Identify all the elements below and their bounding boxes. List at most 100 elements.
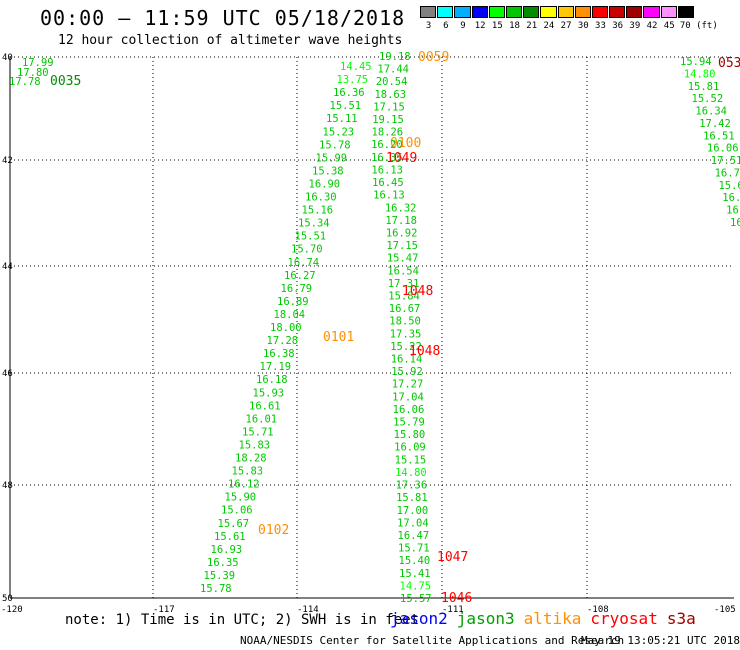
- wave-height-label: 15.92: [391, 366, 423, 378]
- color-swatch: [471, 6, 488, 18]
- color-swatch: [574, 6, 591, 18]
- footer-timestamp: May 19 13:05:21 UTC 2018: [581, 634, 740, 647]
- wave-height-label: 17.78: [9, 76, 41, 88]
- color-swatch: [437, 6, 454, 18]
- satellite-legend-entry: jason2: [390, 609, 448, 628]
- wave-height-label: 17.04: [397, 517, 429, 529]
- wave-height-label: 14.75: [400, 580, 432, 592]
- wave-height-label: 15.6: [718, 180, 740, 192]
- time-label: 0059: [418, 50, 449, 65]
- time-label: 0101: [323, 330, 354, 345]
- wave-height-label: 15.79: [393, 417, 425, 429]
- wave-height-label: 16.13: [371, 164, 403, 176]
- wave-height-label: 16: [730, 217, 740, 229]
- wave-height-label: 16.92: [386, 227, 418, 239]
- time-label: 0102: [258, 523, 289, 538]
- wave-height-label: 17.15: [373, 101, 405, 113]
- lon-tick-label: -105: [714, 605, 736, 615]
- satellite-legend-entry: altika: [523, 609, 582, 628]
- wave-height-label: 17.19: [260, 361, 292, 373]
- wave-height-label: 16.35: [371, 152, 403, 164]
- color-scale-label: 9: [460, 21, 466, 31]
- wave-height-label: 15.06: [221, 505, 253, 517]
- wave-height-label: 15.81: [688, 81, 720, 93]
- wave-height-label: 15.39: [204, 570, 236, 582]
- color-scale-bar: [420, 6, 695, 18]
- wave-height-label: 15.67: [218, 518, 250, 530]
- wave-height-label: 15.83: [232, 466, 264, 478]
- wave-height-label: 18.04: [274, 309, 306, 321]
- wave-height-label: 16.7: [715, 167, 740, 179]
- time-label: 1047: [437, 550, 468, 565]
- wave-height-label: 15.11: [326, 113, 358, 125]
- wave-height-label: 15.78: [200, 583, 232, 595]
- lon-tick-label: -117: [153, 605, 175, 615]
- wave-height-label: 17.31: [388, 278, 420, 290]
- wave-height-label: 16.27: [284, 270, 316, 282]
- wave-height-label: 18.28: [235, 453, 267, 465]
- wave-height-label: 16.47: [398, 530, 430, 542]
- color-scale-label: 39: [629, 21, 641, 31]
- color-swatch: [540, 6, 557, 18]
- color-swatch: [420, 6, 437, 18]
- wave-height-label: 14.80: [684, 68, 716, 80]
- wave-height-label: 15.16: [302, 205, 334, 217]
- color-scale-label: 30: [577, 21, 589, 31]
- wave-height-label: 16.20: [371, 139, 403, 151]
- wave-height-label: 15.80: [394, 429, 426, 441]
- wave-height-label: 17.28: [267, 335, 299, 347]
- wave-height-label: 15.47: [387, 253, 419, 265]
- wave-height-label: 16.74: [288, 257, 320, 269]
- wave-height-label: 16.09: [394, 442, 426, 454]
- map-frame: [9, 57, 734, 599]
- wave-height-label: 15.81: [396, 492, 428, 504]
- color-scale-label: 24: [543, 21, 555, 31]
- wave-height-label: 16.90: [309, 178, 341, 190]
- satellite-legend-entry: jason3: [456, 609, 515, 628]
- wave-height-label: 15.84: [388, 290, 420, 302]
- color-scale-label: 70 (ft): [679, 21, 718, 31]
- lat-tick-label: 44: [2, 262, 13, 272]
- lon-tick-label: -108: [587, 605, 609, 615]
- wave-height-label: 15.22: [390, 341, 422, 353]
- wave-height-label: 16.93: [211, 544, 243, 556]
- color-swatch: [454, 6, 471, 18]
- wave-height-label: 16.67: [389, 303, 421, 315]
- color-scale-label: 42: [646, 21, 658, 31]
- color-swatch: [557, 6, 574, 18]
- wave-height-label: 13.75: [337, 74, 369, 86]
- lon-tick-label: -114: [297, 605, 319, 615]
- wave-height-label: 16.36: [333, 87, 365, 99]
- wave-height-label: 15.57: [400, 593, 432, 605]
- wave-height-label: 16.06: [707, 143, 739, 155]
- wave-height-label: 15.78: [319, 139, 351, 151]
- time-label: 053: [718, 56, 740, 71]
- color-scale-label: 3: [425, 21, 432, 31]
- color-swatch: [643, 6, 660, 18]
- wave-height-label: 16.51: [703, 130, 735, 142]
- lat-tick-label: 42: [2, 156, 13, 166]
- wave-height-label: 16.89: [277, 296, 309, 308]
- wave-height-label: 16: [726, 205, 739, 217]
- color-swatch: [677, 6, 694, 18]
- wave-height-label: 15.71: [242, 426, 274, 438]
- wave-height-label: 17.18: [385, 215, 417, 227]
- time-label: 0100: [390, 136, 421, 151]
- wave-height-label: 16.61: [249, 400, 281, 412]
- wave-height-label: 17.00: [397, 505, 429, 517]
- color-swatch: [488, 6, 505, 18]
- wave-height-label: 16.79: [281, 283, 313, 295]
- wave-height-label: 15.23: [323, 126, 355, 138]
- wave-height-label: 14.45: [340, 61, 372, 73]
- wave-height-label: 18.26: [372, 127, 404, 139]
- wave-height-label: 15.40: [399, 555, 431, 567]
- wave-height-label: 15.41: [399, 568, 431, 580]
- color-scale-label: 12: [474, 21, 486, 31]
- map-grid: [10, 56, 734, 598]
- wave-height-label: 16.30: [305, 192, 337, 204]
- time-label: 1049: [386, 151, 417, 166]
- chart-title: 00:00 – 11:59 UTC 05/18/2018: [40, 6, 406, 30]
- wave-height-label: 15.70: [291, 244, 323, 256]
